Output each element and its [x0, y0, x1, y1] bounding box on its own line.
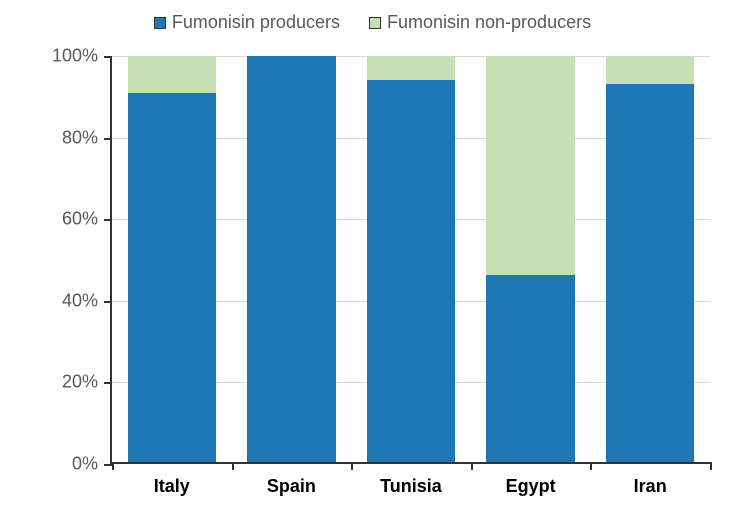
bar-segment-producers [606, 84, 694, 462]
x-axis-label: Iran [634, 476, 667, 497]
bar-segment-non-producers [128, 56, 216, 93]
bar-slot: Italy [112, 56, 232, 462]
bar-segment-producers [247, 56, 335, 462]
bar-segment-producers [367, 80, 455, 462]
bar-slot: Egypt [471, 56, 591, 462]
x-axis-label: Tunisia [380, 476, 442, 497]
bar [606, 56, 694, 462]
bar-slot: Iran [590, 56, 710, 462]
bar [247, 56, 335, 462]
x-tick-mark [590, 462, 592, 470]
legend-label: Fumonisin non-producers [387, 12, 591, 32]
bar [486, 56, 574, 462]
y-tick-mark [104, 138, 112, 140]
bar-segment-producers [486, 275, 574, 462]
x-axis-label: Spain [267, 476, 316, 497]
legend-swatch-non-producers [369, 17, 381, 29]
y-tick-label: 20% [0, 372, 98, 393]
chart: Fumonisin producers Fumonisin non-produc… [0, 0, 745, 532]
x-axis-label: Italy [154, 476, 190, 497]
y-tick-label: 0% [0, 454, 98, 475]
plot-area: ItalySpainTunisiaEgyptIran [110, 56, 710, 464]
x-tick-mark [232, 462, 234, 470]
bar-segment-producers [128, 93, 216, 462]
bar-segment-non-producers [606, 56, 694, 84]
bar-slot: Tunisia [351, 56, 471, 462]
y-tick-mark [104, 56, 112, 58]
legend-item-producers: Fumonisin producers [154, 12, 340, 33]
bars: ItalySpainTunisiaEgyptIran [112, 56, 710, 462]
y-tick-mark [104, 382, 112, 384]
y-tick-label: 80% [0, 127, 98, 148]
x-tick-mark [112, 462, 114, 470]
x-tick-mark [351, 462, 353, 470]
x-axis-label: Egypt [506, 476, 556, 497]
bar [367, 56, 455, 462]
y-tick-label: 40% [0, 290, 98, 311]
y-tick-label: 100% [0, 46, 98, 67]
y-tick-mark [104, 219, 112, 221]
bar-segment-non-producers [486, 56, 574, 275]
x-tick-mark [710, 462, 712, 470]
y-tick-mark [104, 464, 112, 466]
legend-item-non-producers: Fumonisin non-producers [369, 12, 591, 33]
legend: Fumonisin producers Fumonisin non-produc… [0, 12, 745, 33]
legend-swatch-producers [154, 17, 166, 29]
bar-segment-non-producers [367, 56, 455, 80]
y-tick-mark [104, 301, 112, 303]
bar [128, 56, 216, 462]
y-tick-label: 60% [0, 209, 98, 230]
legend-label: Fumonisin producers [172, 12, 340, 32]
x-tick-mark [471, 462, 473, 470]
bar-slot: Spain [232, 56, 352, 462]
